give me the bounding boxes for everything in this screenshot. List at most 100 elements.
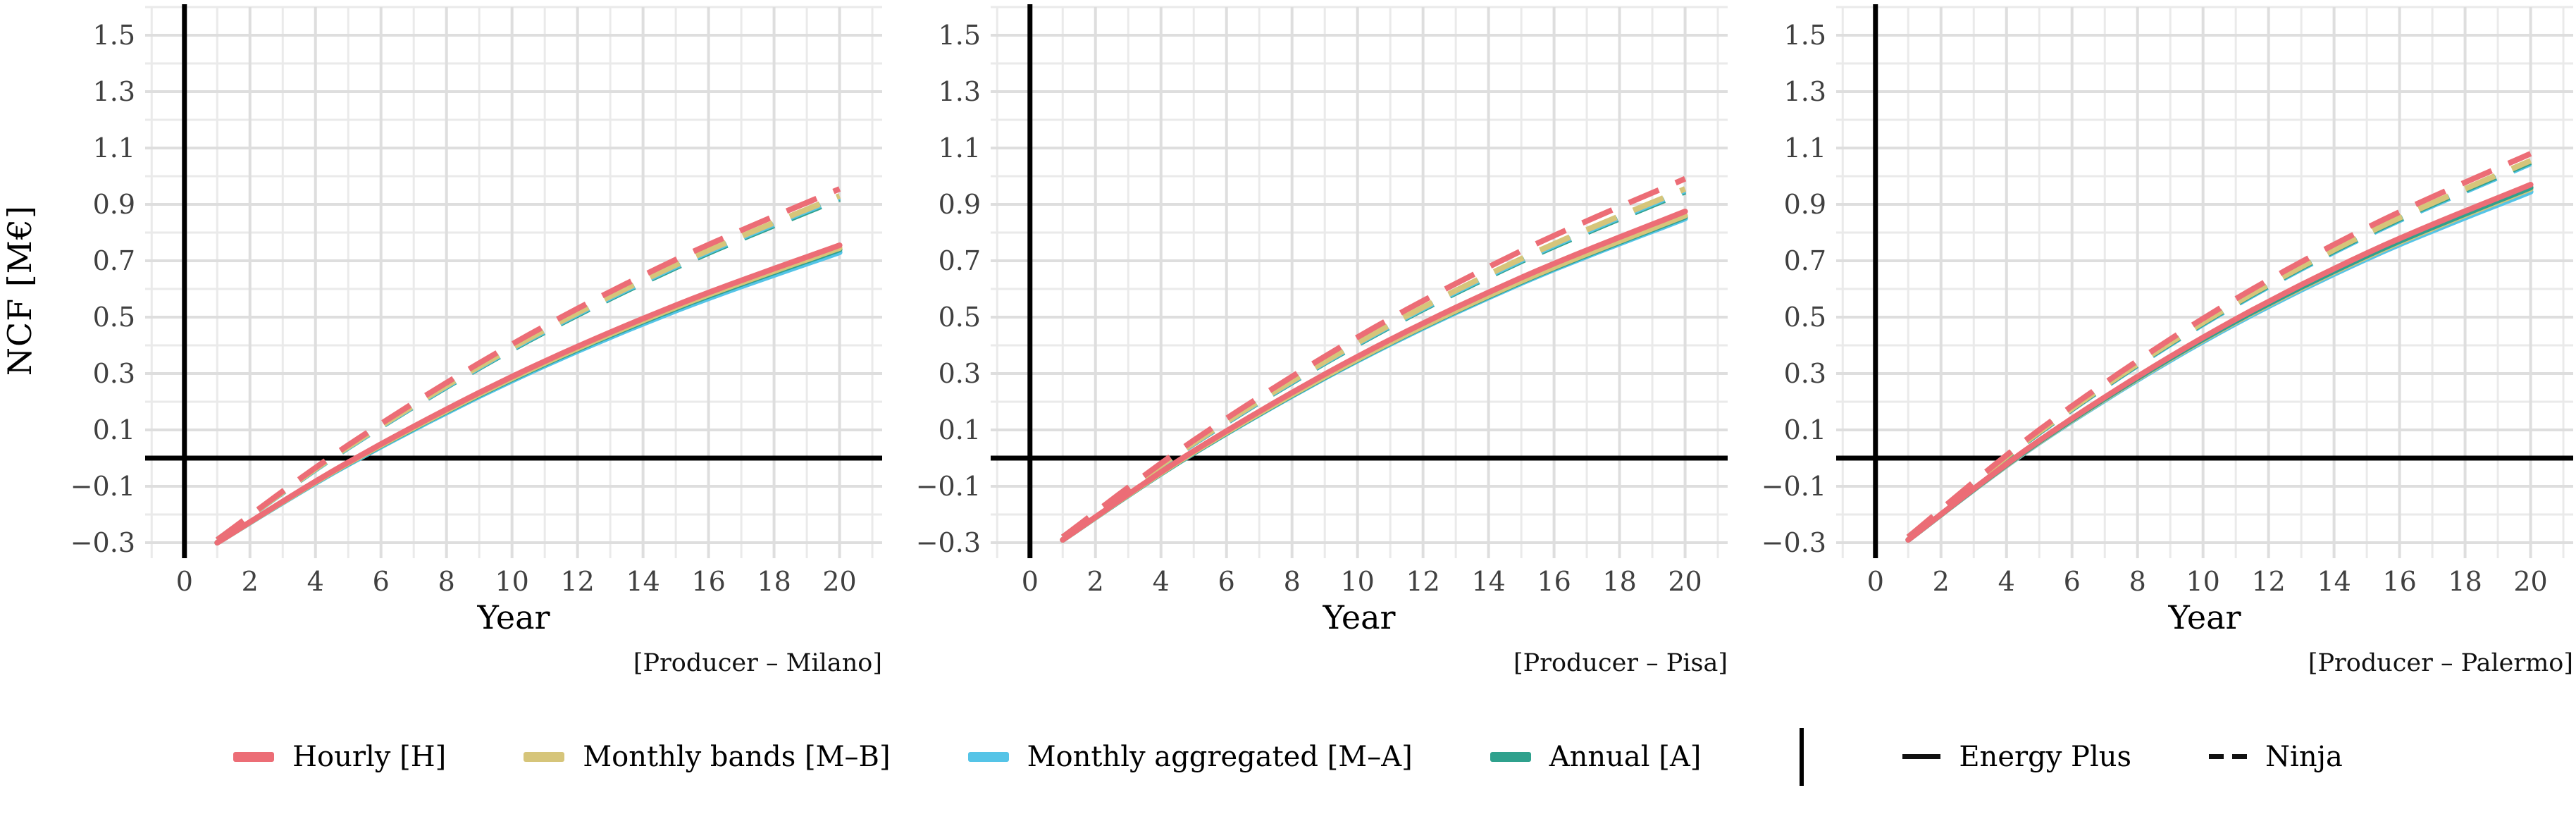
legend-swatch-annual-a-icon <box>1490 751 1531 762</box>
y-tick-label: −0.3 <box>1761 527 1826 558</box>
charts-row: NCF [M€] 1.5 1.3 1.1 0.9 0.7 0.5 0.3 0.1 −0.1 −0.… <box>0 0 2576 687</box>
series-line-hourly-h-energy-plus <box>1060 209 1688 543</box>
legend-item-monthly-aggregated-m-a: Monthly aggregated [M–A] <box>967 740 1413 773</box>
y-tick-label: −0.1 <box>1761 471 1826 502</box>
x-tick-label: 20 <box>2513 566 2547 597</box>
x-tick-label: 16 <box>2382 566 2416 597</box>
legend-item-ninja: Ninja <box>2209 741 2343 773</box>
panel-caption: [Producer – Palermo] <box>2308 649 2573 677</box>
series-line-monthly-aggregated-m-a-energy-plus <box>214 249 843 545</box>
legend-divider <box>1800 727 1804 786</box>
y-tick-label: 1.5 <box>939 20 981 51</box>
y-tick-label: 0.7 <box>93 245 135 276</box>
legend-label: Monthly bands [M–B] <box>583 740 891 773</box>
legend-label: Monthly aggregated [M–A] <box>1027 740 1413 773</box>
y-tick-label: 0.5 <box>1784 302 1826 333</box>
y-tick-label: 1.1 <box>1784 132 1826 164</box>
x-tick-label: 18 <box>757 566 791 597</box>
series-line-hourly-h-ninja <box>1906 151 2532 540</box>
legend-label: Hourly [H] <box>292 740 447 773</box>
series-line-annual-a-energy-plus <box>214 247 843 545</box>
x-tick-label: 16 <box>1537 566 1571 597</box>
x-tick-label: 4 <box>1998 566 2015 597</box>
legend-label: Annual [A] <box>1549 740 1702 773</box>
x-axis-title: Year <box>476 598 550 636</box>
y-tick-label: −0.3 <box>70 527 135 558</box>
x-tick-label: 6 <box>373 566 390 597</box>
x-tick-label: 10 <box>1340 566 1374 597</box>
legend-swatch-monthly-aggregated-m-a-icon <box>967 751 1009 762</box>
chart-panel-palermo: 1.5 1.3 1.1 0.9 0.7 0.5 0.3 0.1 −0.1 −0.3 0 2 4 6 8 10 1… <box>1730 0 2576 687</box>
y-tick-label: −0.3 <box>916 527 981 558</box>
x-tick-label: 4 <box>307 566 324 597</box>
y-tick-label: 0.3 <box>1784 358 1826 389</box>
x-tick-label: 10 <box>2186 566 2219 597</box>
legend-swatch-hourly-h-icon <box>233 751 275 762</box>
legend-solid-line-icon <box>1902 754 1941 759</box>
y-tick-label: 0.3 <box>939 358 981 389</box>
x-tick-label: 0 <box>176 566 193 597</box>
y-tick-label: 1.3 <box>93 76 135 107</box>
x-tick-label: 2 <box>1933 566 1950 597</box>
series-line-monthly-bands-m-b-energy-plus <box>214 245 843 545</box>
x-tick-label: 14 <box>1471 566 1505 597</box>
legend-item-monthly-bands-m-b: Monthly bands [M–B] <box>524 740 891 773</box>
x-tick-label: 18 <box>2448 566 2482 597</box>
y-axis-title-column: NCF [M€] <box>0 0 39 687</box>
y-tick-label: 0.7 <box>939 245 981 276</box>
y-tick-label: 0.7 <box>1784 245 1826 276</box>
x-tick-label: 6 <box>1218 566 1235 597</box>
x-tick-label: 8 <box>438 566 455 597</box>
y-tick-label: 0.9 <box>1784 189 1826 220</box>
x-tick-label: 14 <box>2317 566 2351 597</box>
y-tick-label: 0.1 <box>93 414 135 445</box>
legend-item-annual-a: Annual [A] <box>1490 740 1702 773</box>
y-tick-label: 1.1 <box>93 132 135 164</box>
x-tick-label: 20 <box>822 566 856 597</box>
y-tick-label: 1.5 <box>1784 20 1826 51</box>
y-tick-label: −0.1 <box>916 471 981 502</box>
x-tick-label: 8 <box>1284 566 1301 597</box>
series-line-hourly-h-energy-plus <box>1905 182 2534 543</box>
legend-swatch-monthly-bands-m-b-icon <box>524 751 565 762</box>
series-line-monthly-aggregated-m-a-energy-plus <box>1060 216 1688 543</box>
panel-caption: [Producer – Milano] <box>633 649 882 677</box>
legend-item-hourly-h: Hourly [H] <box>233 741 446 773</box>
panel-caption: [Producer – Pisa] <box>1513 649 1728 677</box>
x-tick-label: 14 <box>626 566 660 597</box>
legend-label: Ninja <box>2265 740 2343 773</box>
x-tick-label: 20 <box>1668 566 1702 597</box>
chart-panel-milano: 1.5 1.3 1.1 0.9 0.7 0.5 0.3 0.1 −0.1 −0.3 0 2 4 6 8 10 1… <box>39 0 885 687</box>
x-tick-label: 2 <box>242 566 259 597</box>
y-tick-label: 0.9 <box>939 189 981 220</box>
x-axis-title: Year <box>1322 598 1395 636</box>
x-tick-label: 2 <box>1087 566 1104 597</box>
y-tick-label: 0.9 <box>93 189 135 220</box>
y-tick-label: 1.1 <box>939 132 981 164</box>
chart-panel-pisa: 1.5 1.3 1.1 0.9 0.7 0.5 0.3 0.1 −0.1 −0.3 0 2 4 6 8 10 1… <box>885 0 1730 687</box>
x-tick-label: 10 <box>495 566 528 597</box>
x-tick-label: 4 <box>1153 566 1170 597</box>
y-tick-label: 1.3 <box>939 76 981 107</box>
x-axis-title: Year <box>2167 598 2241 636</box>
y-tick-label: 0.3 <box>93 358 135 389</box>
x-tick-label: 12 <box>1406 566 1439 597</box>
legend-label: Energy Plus <box>1959 740 2132 773</box>
series-line-monthly-bands-m-b-ninja <box>1906 158 2532 540</box>
y-axis-title: NCF [M€] <box>1 205 39 376</box>
y-tick-label: 0.5 <box>939 302 981 333</box>
y-tick-label: 0.1 <box>939 414 981 445</box>
legend: Hourly [H] Monthly bands [M–B] Monthly agg… <box>0 687 2576 826</box>
x-tick-label: 12 <box>2251 566 2285 597</box>
legend-dashed-line-icon <box>2209 754 2248 759</box>
y-tick-label: 1.5 <box>93 20 135 51</box>
x-tick-label: 18 <box>1602 566 1636 597</box>
x-tick-label: 16 <box>691 566 725 597</box>
x-tick-label: 6 <box>2064 566 2081 597</box>
y-tick-label: 0.1 <box>1784 414 1826 445</box>
legend-item-energy-plus: Energy Plus <box>1902 741 2131 773</box>
series-line-hourly-h-ninja <box>1060 175 1687 540</box>
y-tick-label: −0.1 <box>70 471 135 502</box>
x-tick-label: 8 <box>2129 566 2146 597</box>
